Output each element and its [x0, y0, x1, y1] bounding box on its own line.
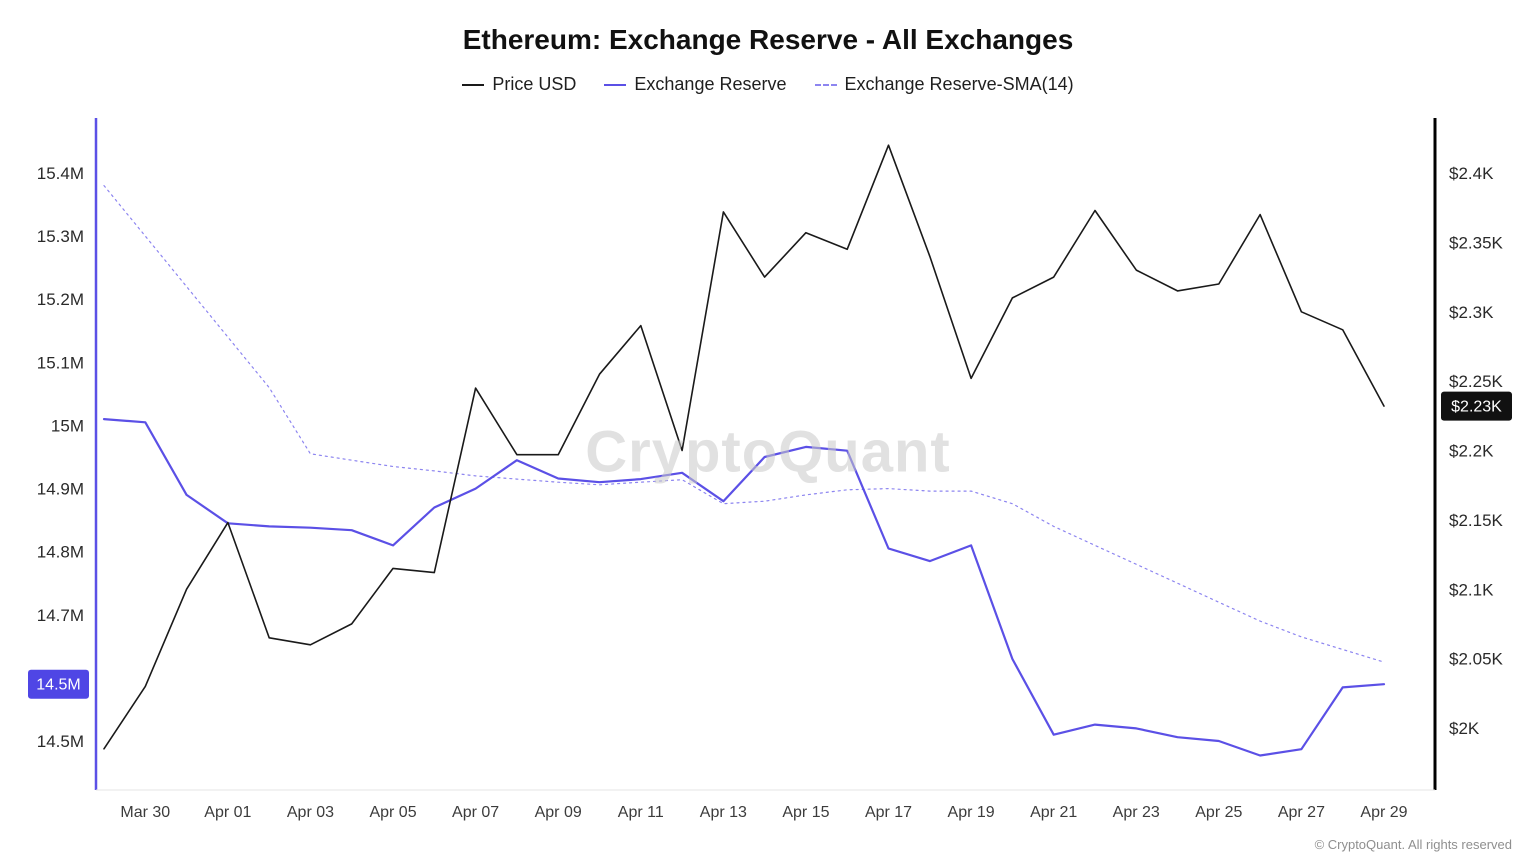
legend-swatch-dashed-line	[814, 83, 837, 86]
series-price-usd-line	[103, 144, 1385, 750]
legend-label: Price USD	[492, 74, 577, 94]
left-axis-tick: 14.5M	[37, 732, 84, 751]
right-axis-tick: $2.15K	[1449, 511, 1504, 530]
right-axis-tick: $2.2K	[1449, 442, 1494, 461]
x-axis-tick: Apr 29	[1360, 804, 1407, 821]
chart-title: Ethereum: Exchange Reserve - All Exchang…	[462, 24, 1074, 55]
legend-item-price-usd[interactable]: Price USD	[462, 74, 576, 95]
left-axis-current-value-badge	[28, 669, 89, 699]
x-axis-tick: Apr 03	[287, 804, 334, 821]
series-exchange-reserve-sma-14--line	[103, 185, 1385, 663]
left-axis-tick: 15.3M	[37, 227, 84, 246]
left-axis-tick: 15M	[51, 416, 84, 435]
legend-label: Exchange Reserve	[634, 74, 787, 94]
left-axis-current-value-badge-label: 14.5M	[36, 677, 80, 694]
right-axis-current-value-badge	[1441, 391, 1512, 421]
right-axis-tick: $2.05K	[1449, 650, 1504, 669]
x-axis-tick: Apr 23	[1113, 804, 1160, 821]
x-axis-tick: Mar 30	[120, 804, 170, 821]
copyright-footer: © CryptoQuant. All rights reserved	[1314, 837, 1512, 852]
left-axis-tick: 15.4M	[37, 164, 84, 183]
right-axis-current-value-badge-label: $2.23K	[1451, 399, 1502, 416]
legend-label: Exchange Reserve-SMA(14)	[844, 74, 1074, 94]
right-axis-tick: $2.4K	[1449, 164, 1494, 183]
x-axis-tick: Apr 11	[618, 804, 664, 821]
chart-legend: Price USD Exchange Reserve Exchange Reserv…	[0, 74, 1536, 95]
x-axis-tick: Apr 15	[782, 804, 829, 821]
left-axis-tick: 14.8M	[37, 543, 84, 562]
legend-swatch-line	[604, 83, 627, 86]
right-axis-tick: $2.1K	[1449, 580, 1494, 599]
legend-item-exchange-reserve-sma-14-[interactable]: Exchange Reserve-SMA(14)	[814, 74, 1074, 95]
legend-swatch-line	[462, 83, 485, 86]
legend-item-exchange-reserve[interactable]: Exchange Reserve	[604, 74, 787, 95]
left-axis-tick: 15.2M	[37, 290, 84, 309]
x-axis-tick: Apr 25	[1195, 804, 1242, 821]
left-axis-tick: 14.9M	[37, 480, 84, 499]
series-exchange-reserve-line	[102, 418, 1386, 757]
x-axis-tick: Apr 17	[865, 804, 912, 821]
left-axis-tick: 14.7M	[37, 606, 84, 625]
x-axis-tick: Apr 05	[369, 804, 416, 821]
right-axis-tick: $2K	[1449, 719, 1480, 738]
right-axis-tick: $2.35K	[1449, 233, 1504, 252]
right-axis-tick: $2.3K	[1449, 303, 1494, 322]
x-axis-tick: Apr 07	[452, 804, 499, 821]
right-axis-tick: $2.25K	[1449, 372, 1504, 391]
left-axis-tick: 15.1M	[37, 353, 84, 372]
x-axis-tick: Apr 09	[535, 804, 582, 821]
x-axis-tick: Apr 01	[204, 804, 251, 821]
x-axis-tick: Apr 21	[1030, 804, 1077, 821]
x-axis-tick: Apr 19	[948, 804, 995, 821]
x-axis-tick: Apr 27	[1278, 804, 1325, 821]
x-axis-tick: Apr 13	[700, 804, 747, 821]
